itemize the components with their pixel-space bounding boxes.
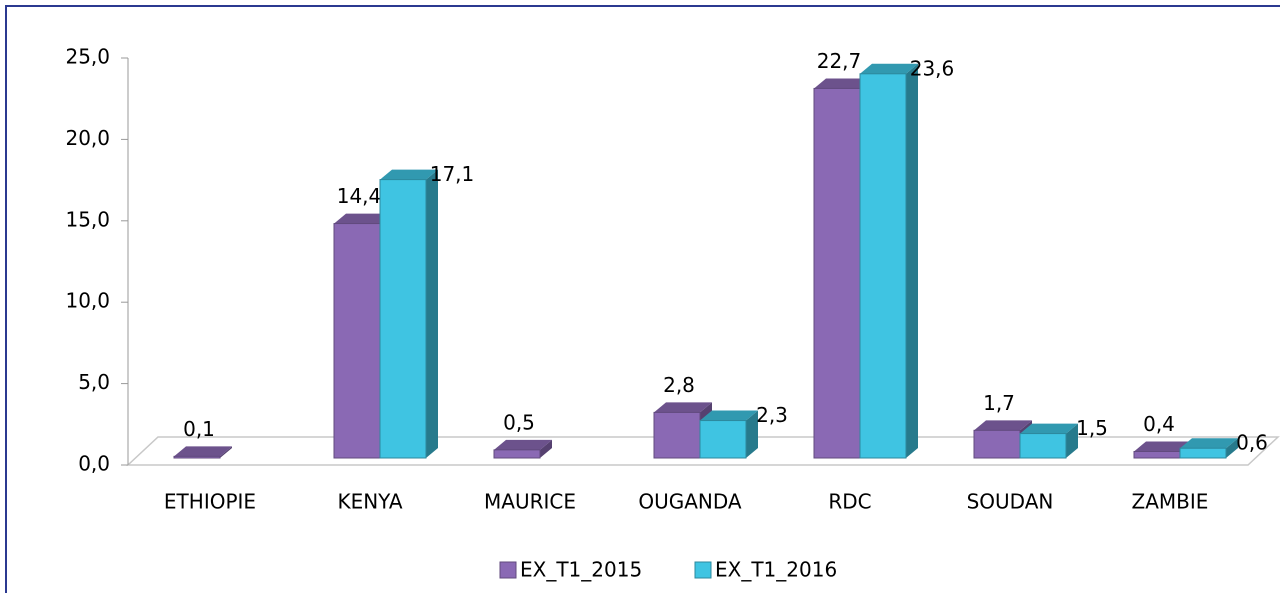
data-label: 1,7 (983, 391, 1015, 415)
legend-swatch (499, 561, 517, 579)
bar-top (654, 402, 712, 413)
bar-side (906, 63, 918, 459)
bar (493, 449, 541, 459)
bar (379, 179, 427, 459)
x-tick-label: MAURICE (484, 490, 576, 514)
data-label: 14,4 (337, 184, 382, 208)
bar-side (540, 439, 552, 458)
bar-top (174, 446, 232, 457)
bar (1133, 450, 1181, 459)
bar (173, 455, 221, 459)
bar-top (1180, 438, 1238, 449)
bar-side (426, 169, 438, 458)
bar-top (1020, 423, 1078, 434)
bar (1019, 433, 1067, 459)
y-tick-label: 10,0 (65, 289, 110, 313)
y-tick-label: 5,0 (78, 370, 110, 394)
bar-side (220, 446, 232, 458)
bar-top (700, 410, 758, 421)
bar-top (814, 78, 872, 89)
bar (859, 73, 907, 459)
y-tick-label: 20,0 (65, 126, 110, 150)
data-label: 23,6 (910, 56, 955, 80)
bar-top (494, 439, 552, 450)
bar (333, 223, 381, 459)
y-tick-label: 15,0 (65, 207, 110, 231)
bar (1179, 447, 1227, 459)
data-label: 17,1 (430, 162, 475, 186)
data-label: 2,8 (663, 373, 695, 397)
bar-top (974, 420, 1032, 431)
bar (653, 411, 701, 459)
bar-side (746, 410, 758, 458)
bar-top (380, 169, 438, 180)
data-label: 0,1 (183, 417, 215, 441)
bar-side (1066, 423, 1078, 458)
y-tick-label: 0,0 (78, 452, 110, 476)
data-label: 22,7 (817, 49, 862, 73)
bar-side (1226, 438, 1238, 458)
floor (126, 436, 1280, 466)
x-tick-label: OUGANDA (638, 490, 742, 514)
x-tick-label: ZAMBIE (1132, 490, 1209, 514)
bar-top (334, 213, 392, 224)
x-tick-label: ETHIOPIE (164, 490, 256, 514)
bar (973, 429, 1021, 459)
y-tick-label: 25,0 (65, 45, 110, 69)
bar (813, 87, 861, 459)
chart-border (5, 5, 1280, 593)
data-label: 2,3 (756, 403, 788, 427)
data-label: 0,5 (503, 410, 535, 434)
bar (699, 420, 747, 459)
legend-label: EX_T1_2016 (715, 558, 837, 582)
x-tick-label: RDC (828, 490, 871, 514)
data-label: 1,5 (1076, 416, 1108, 440)
legend-swatch (694, 561, 712, 579)
data-label: 0,6 (1236, 431, 1268, 455)
x-tick-label: SOUDAN (967, 490, 1054, 514)
data-label: 0,4 (1143, 412, 1175, 436)
bar-top (1134, 441, 1192, 452)
bar-top (860, 63, 918, 74)
legend-label: EX_T1_2015 (520, 558, 642, 582)
x-tick-label: KENYA (337, 490, 402, 514)
